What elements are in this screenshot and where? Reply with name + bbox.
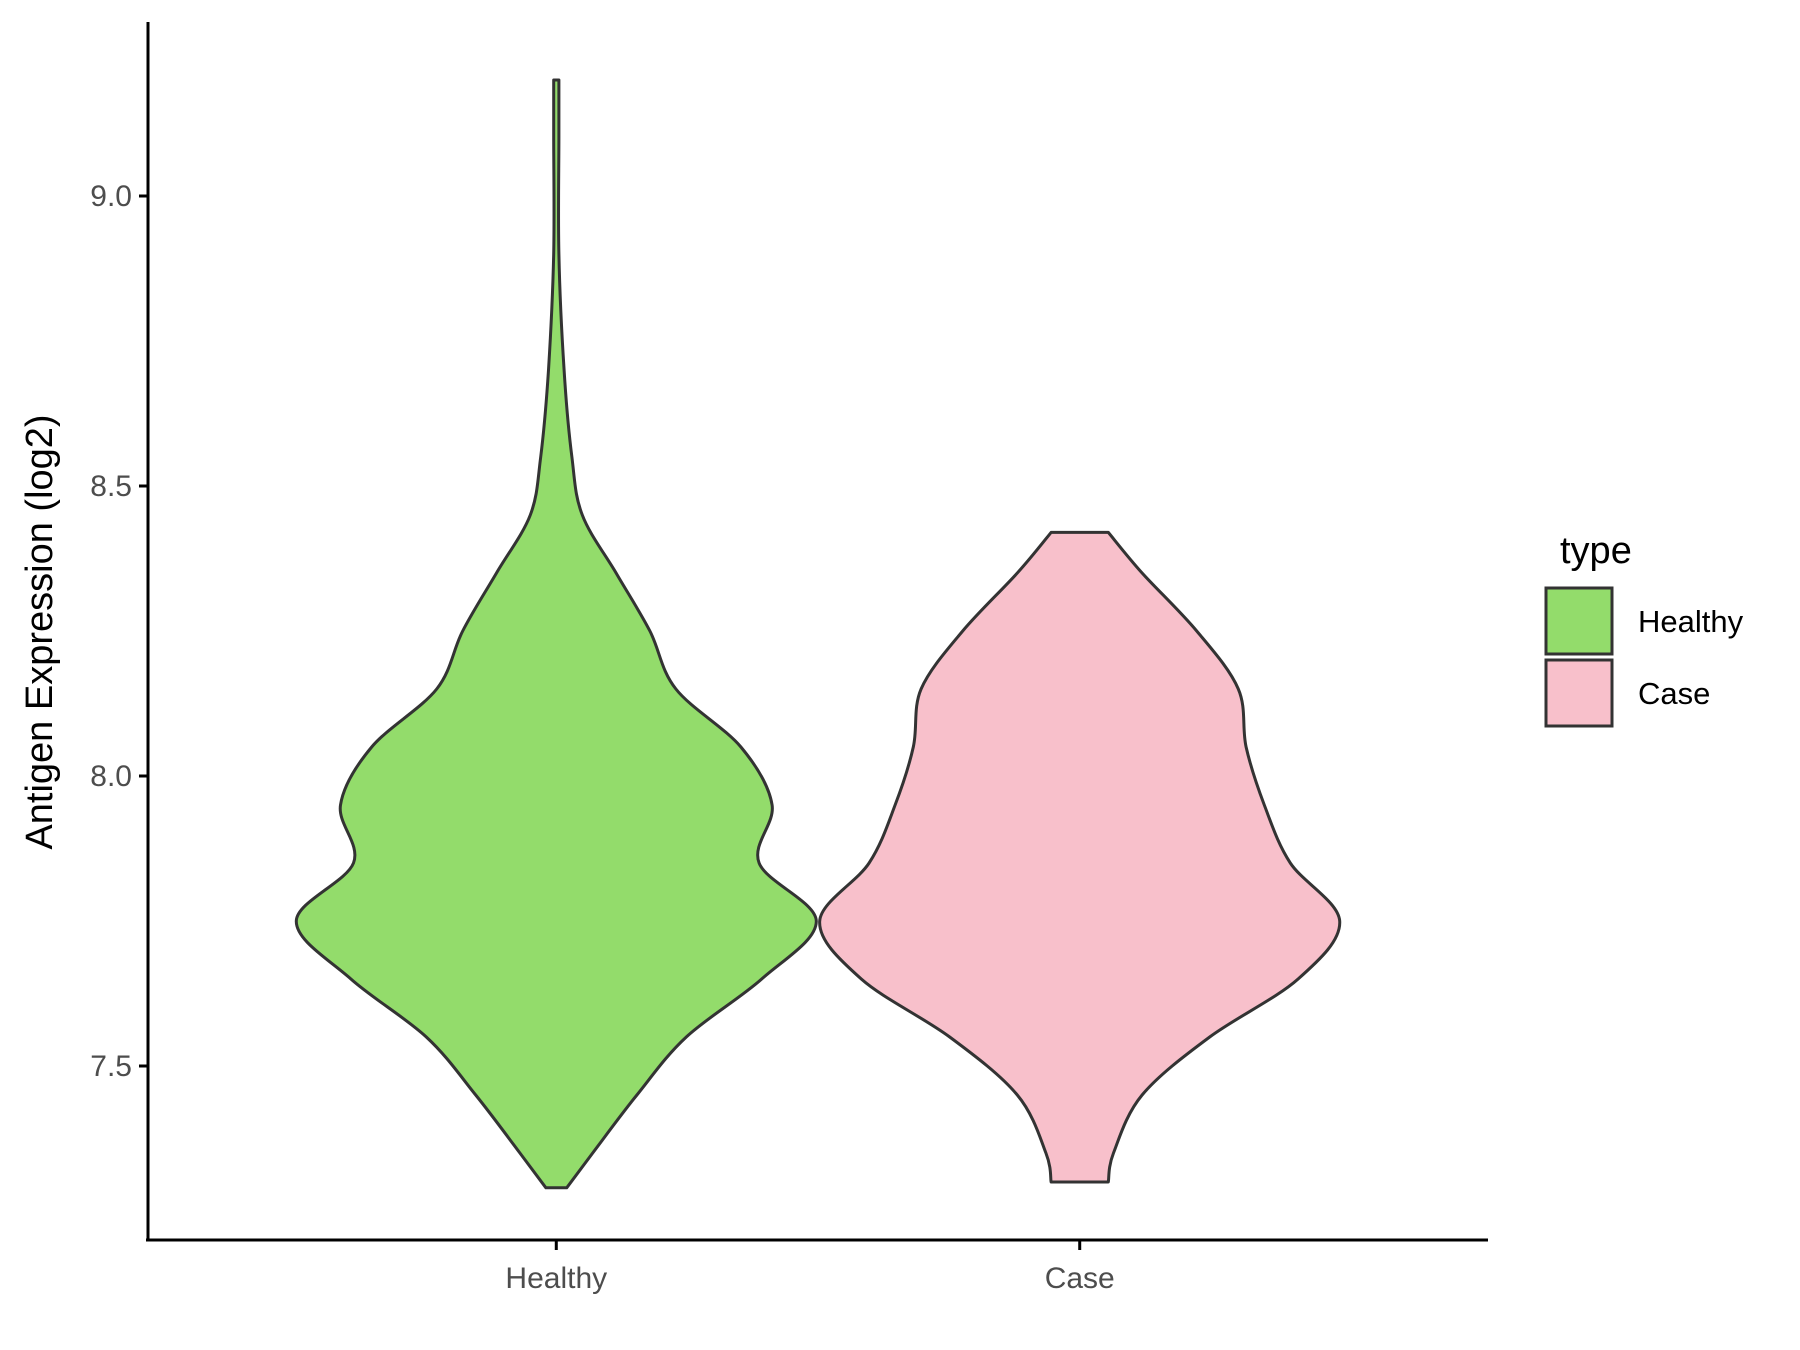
- legend-swatch-case: [1544, 658, 1614, 728]
- x-ticks: Healthy Case: [505, 1240, 1115, 1295]
- legend-swatch-healthy: [1544, 586, 1614, 656]
- y-axis-title: Antigen Expression (log2): [19, 414, 61, 849]
- legend-items: Healthy Case: [1544, 586, 1744, 728]
- legend-label: Healthy: [1638, 604, 1744, 639]
- x-tick-label: Healthy: [505, 1262, 607, 1295]
- legend-title: type: [1560, 530, 1632, 572]
- legend: type Healthy Case: [1544, 530, 1744, 728]
- y-tick-label: 9.0: [90, 180, 132, 213]
- x-tick-label: Case: [1045, 1262, 1115, 1295]
- y-tick-label: 8.0: [90, 760, 132, 793]
- legend-label: Case: [1638, 676, 1710, 711]
- y-tick-label: 8.5: [90, 470, 132, 503]
- violin-case: [818, 530, 1342, 1184]
- y-ticks: 7.5 8.0 8.5 9.0: [90, 180, 148, 1083]
- violins-layer: [294, 78, 1342, 1190]
- y-tick-label: 7.5: [90, 1050, 132, 1083]
- violin-healthy: [294, 78, 818, 1190]
